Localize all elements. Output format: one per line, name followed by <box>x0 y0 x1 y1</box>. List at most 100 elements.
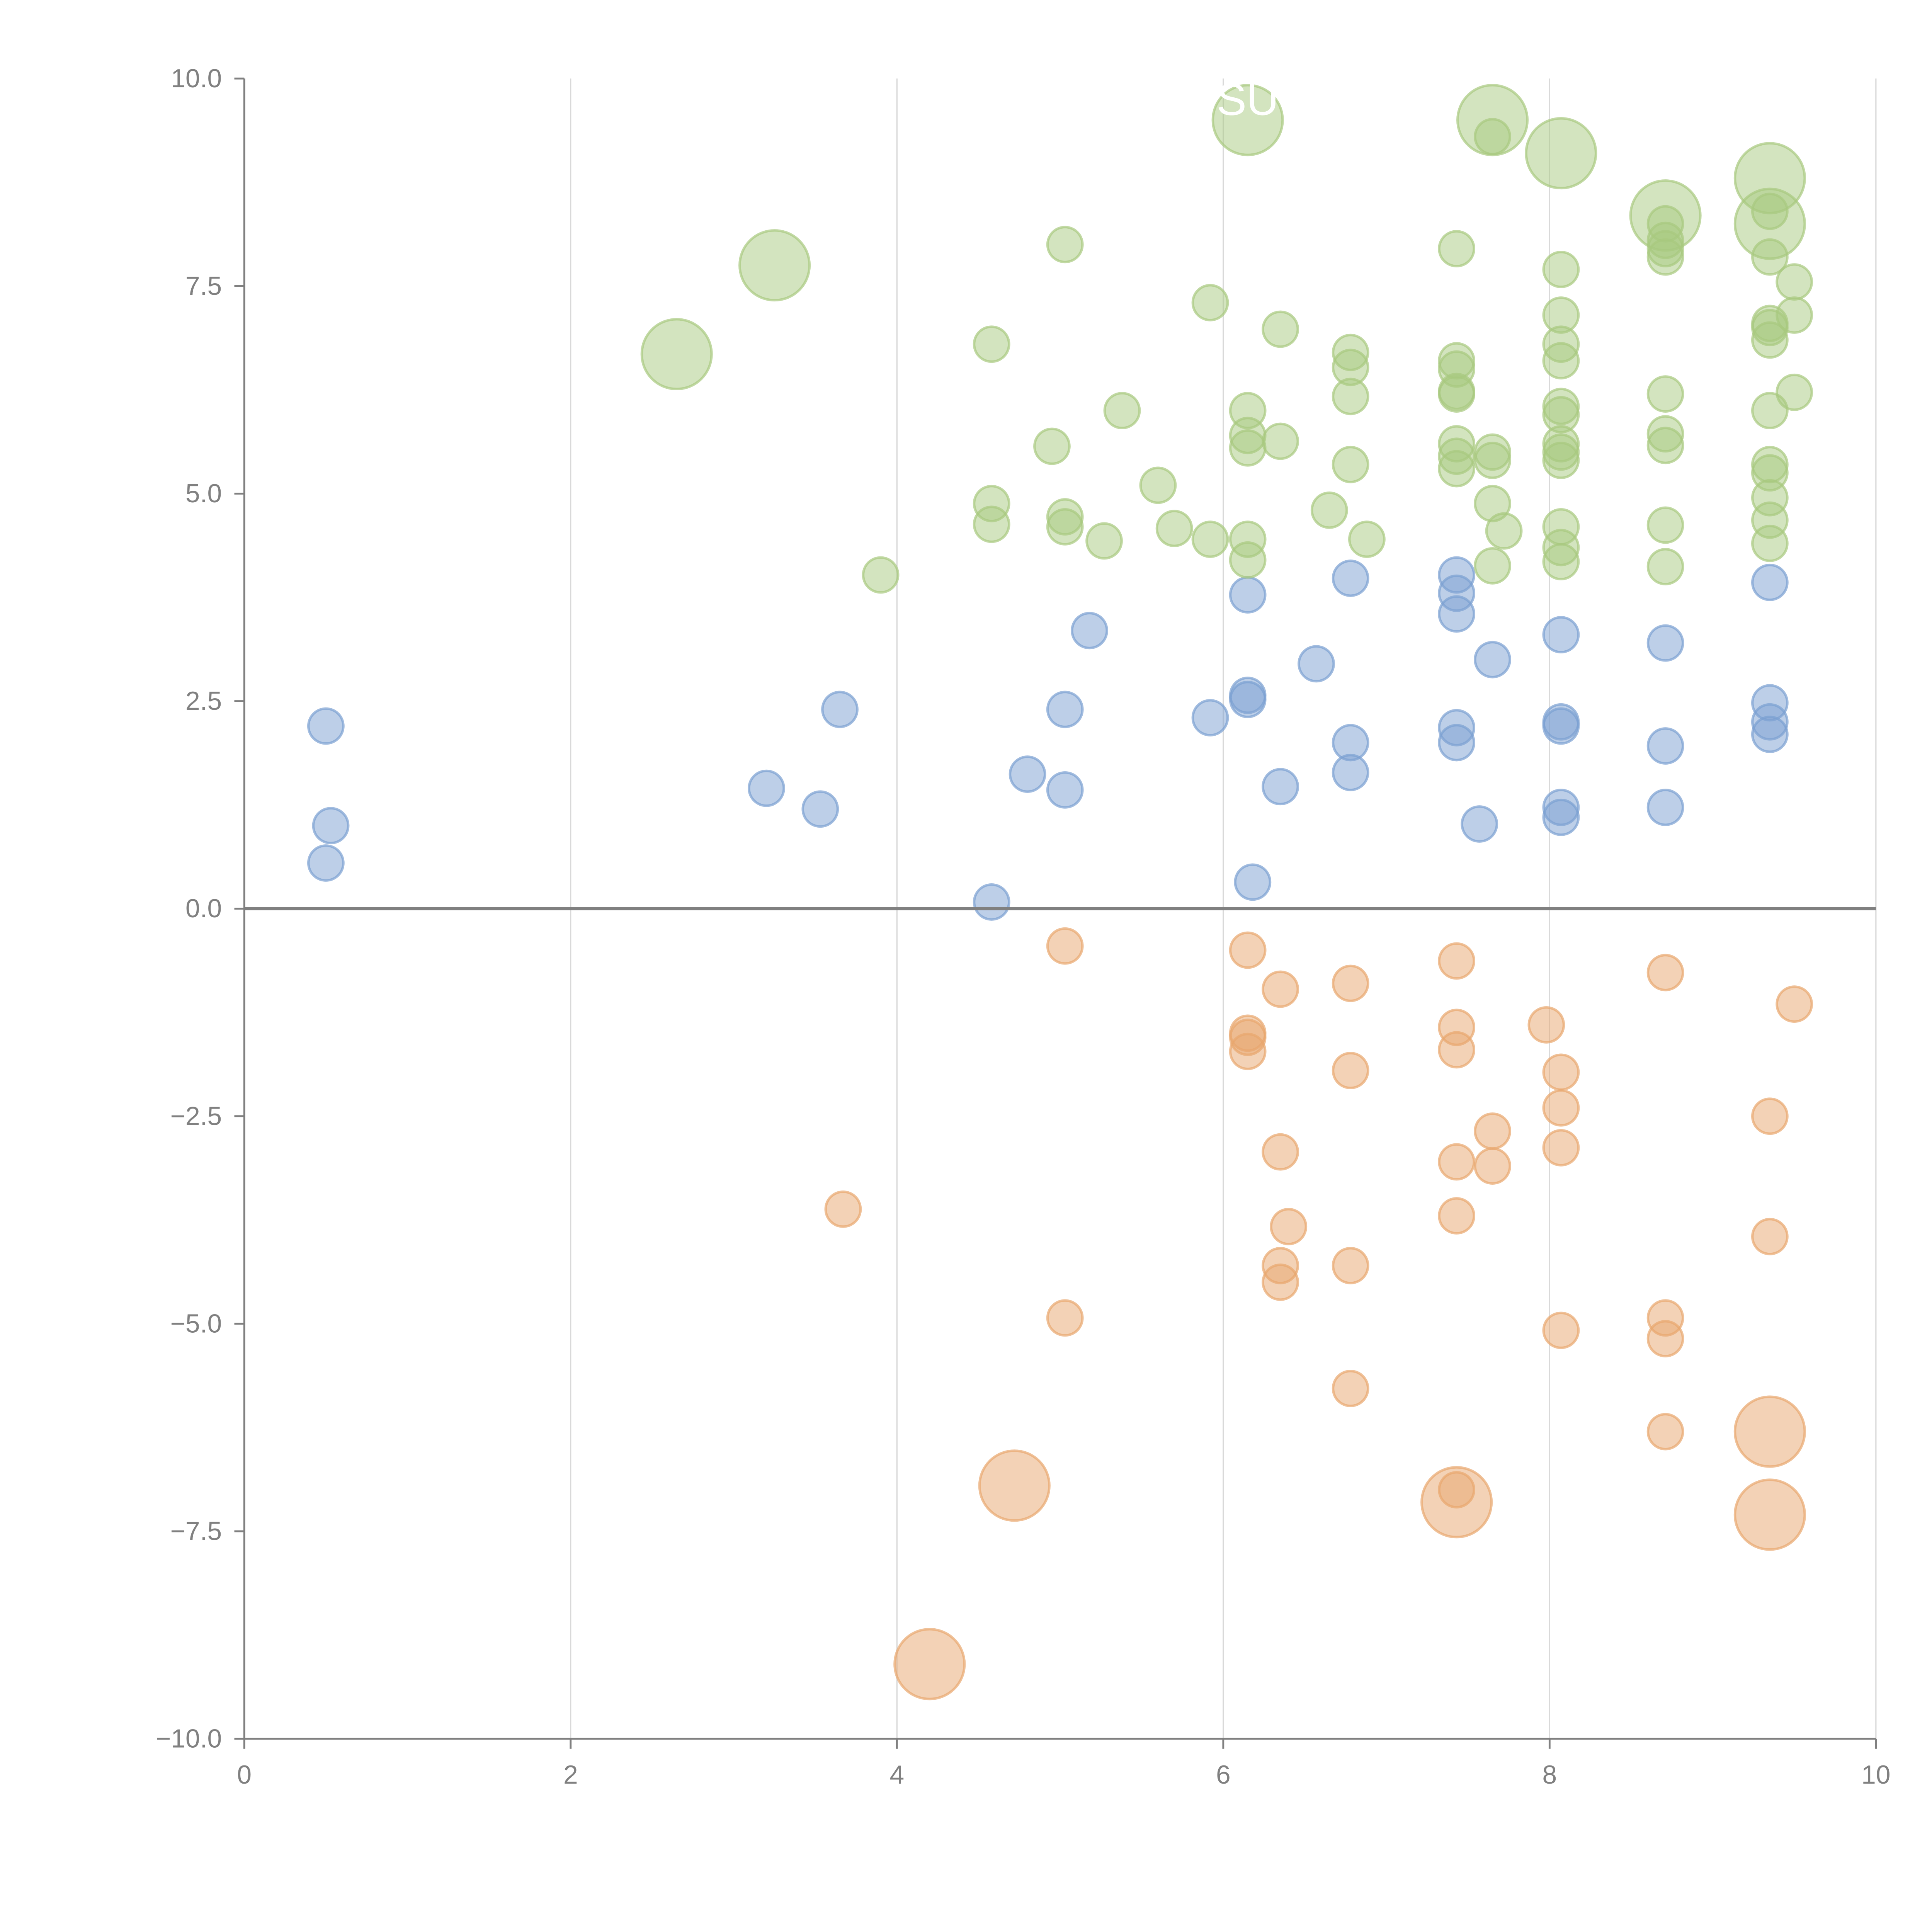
bubble-point <box>1139 466 1177 504</box>
bubble-point <box>738 229 811 302</box>
bubble-point <box>1046 927 1084 965</box>
bubble-point <box>1646 727 1684 765</box>
bubble-point <box>1646 789 1684 826</box>
bubble-point <box>1751 1097 1789 1135</box>
bubble-point <box>1751 238 1789 276</box>
bubble-point <box>1646 1320 1684 1357</box>
bubble-point <box>1332 560 1369 597</box>
bubble-point <box>1262 970 1299 1008</box>
bubble-point <box>1332 1369 1369 1407</box>
bubble-point <box>1191 284 1229 321</box>
bubble-point <box>973 883 1010 921</box>
bubble-point <box>1474 1112 1511 1150</box>
bubble-point <box>978 1449 1051 1522</box>
y-tick-label: 7.5 <box>185 272 222 301</box>
bubble-point <box>1234 863 1272 901</box>
x-tick-label: 6 <box>1216 1760 1231 1789</box>
bubble-point <box>1046 1299 1084 1337</box>
bubble-point <box>307 707 345 745</box>
bubble-point <box>1262 422 1299 460</box>
bubble-point <box>893 1628 966 1701</box>
bubble-point <box>1009 755 1046 793</box>
annotations: SU <box>1216 75 1279 125</box>
bubble-point <box>1438 1471 1476 1509</box>
series-orange <box>824 927 1813 1701</box>
bubble-point <box>1071 612 1108 650</box>
bubble-point <box>1542 442 1580 479</box>
bubble-point <box>1474 118 1511 156</box>
bubble-point <box>862 556 900 594</box>
y-tick-label: −10.0 <box>156 1725 222 1753</box>
bubble-point <box>1046 508 1084 546</box>
bubble-point <box>1751 563 1789 601</box>
x-tick-label: 4 <box>889 1760 904 1789</box>
bubble-point <box>1085 522 1123 560</box>
bubble-point <box>312 807 350 845</box>
bubble-point <box>307 844 345 882</box>
bubble-point <box>1310 492 1348 529</box>
bubble-point <box>1646 375 1684 413</box>
bubble-point <box>801 790 839 828</box>
bubble-point <box>1229 931 1267 969</box>
bubble-point <box>1542 798 1580 836</box>
bubble-point <box>1646 548 1684 585</box>
y-tick-label: −2.5 <box>170 1102 222 1131</box>
bubble-point <box>973 505 1010 543</box>
bubble-point <box>1542 250 1580 288</box>
bubble-point <box>1646 238 1684 276</box>
bubble-point <box>1542 1053 1580 1091</box>
bubble-point <box>1646 624 1684 662</box>
y-tick-label: −5.0 <box>170 1309 222 1338</box>
bubble-point <box>748 769 785 807</box>
bubble-point <box>1542 1089 1580 1127</box>
bubble-point <box>1046 771 1084 809</box>
bubble-point <box>1542 543 1580 580</box>
bubble-point <box>1461 805 1498 843</box>
bubble-point <box>1229 576 1267 614</box>
y-tick-label: 5.0 <box>185 479 222 508</box>
y-tick-label: 0.0 <box>185 894 222 923</box>
series-green <box>640 84 1813 594</box>
bubble-point <box>1229 541 1267 579</box>
bubble-point <box>1542 1311 1580 1349</box>
bubble-point <box>1229 1032 1267 1070</box>
bubble-point <box>1155 510 1193 548</box>
bubble-point <box>1751 321 1789 359</box>
bubble-point <box>1229 680 1267 718</box>
y-tick-label: 2.5 <box>185 687 222 716</box>
bubble-point <box>1438 1143 1476 1181</box>
bubble-point <box>1046 226 1084 264</box>
bubble-point <box>1438 375 1476 413</box>
bubble-point <box>1474 1147 1511 1185</box>
bubble-point <box>1262 1263 1299 1301</box>
bubble-point <box>1474 442 1511 479</box>
bubble-point <box>1270 1208 1308 1245</box>
bubble-point <box>1438 942 1476 980</box>
bubble-point <box>1332 964 1369 1002</box>
bubble-point <box>1776 985 1813 1023</box>
bubble-point <box>1332 753 1369 791</box>
bubble-point <box>1525 117 1597 190</box>
data-points <box>307 84 1813 1701</box>
bubble-point <box>1542 1129 1580 1167</box>
bubble-point <box>1542 342 1580 380</box>
bubble-point <box>1485 512 1523 550</box>
bubble-point <box>640 318 713 391</box>
series-blue <box>307 556 1789 921</box>
y-axis-ticks: 10.0 7.5 5.0 2.5 0.0 −2.5 −5.0 −7.5 −10.0 <box>156 64 245 1753</box>
bubble-point <box>1103 392 1141 429</box>
bubble-point <box>1211 84 1284 156</box>
bubble-point <box>1332 378 1369 415</box>
x-tick-label: 2 <box>563 1760 578 1789</box>
bubble-point <box>1646 954 1684 992</box>
bubble-point <box>1542 707 1580 745</box>
bubble-point <box>1751 392 1789 429</box>
bubble-point <box>1438 450 1476 488</box>
bubble-point <box>1733 1478 1806 1551</box>
bubble-point <box>1262 768 1299 806</box>
axes <box>243 78 1876 1740</box>
bubble-point <box>1438 724 1476 762</box>
bubble-point <box>1751 716 1789 753</box>
bubble-point <box>1527 1006 1565 1044</box>
x-tick-label: 0 <box>237 1760 252 1789</box>
